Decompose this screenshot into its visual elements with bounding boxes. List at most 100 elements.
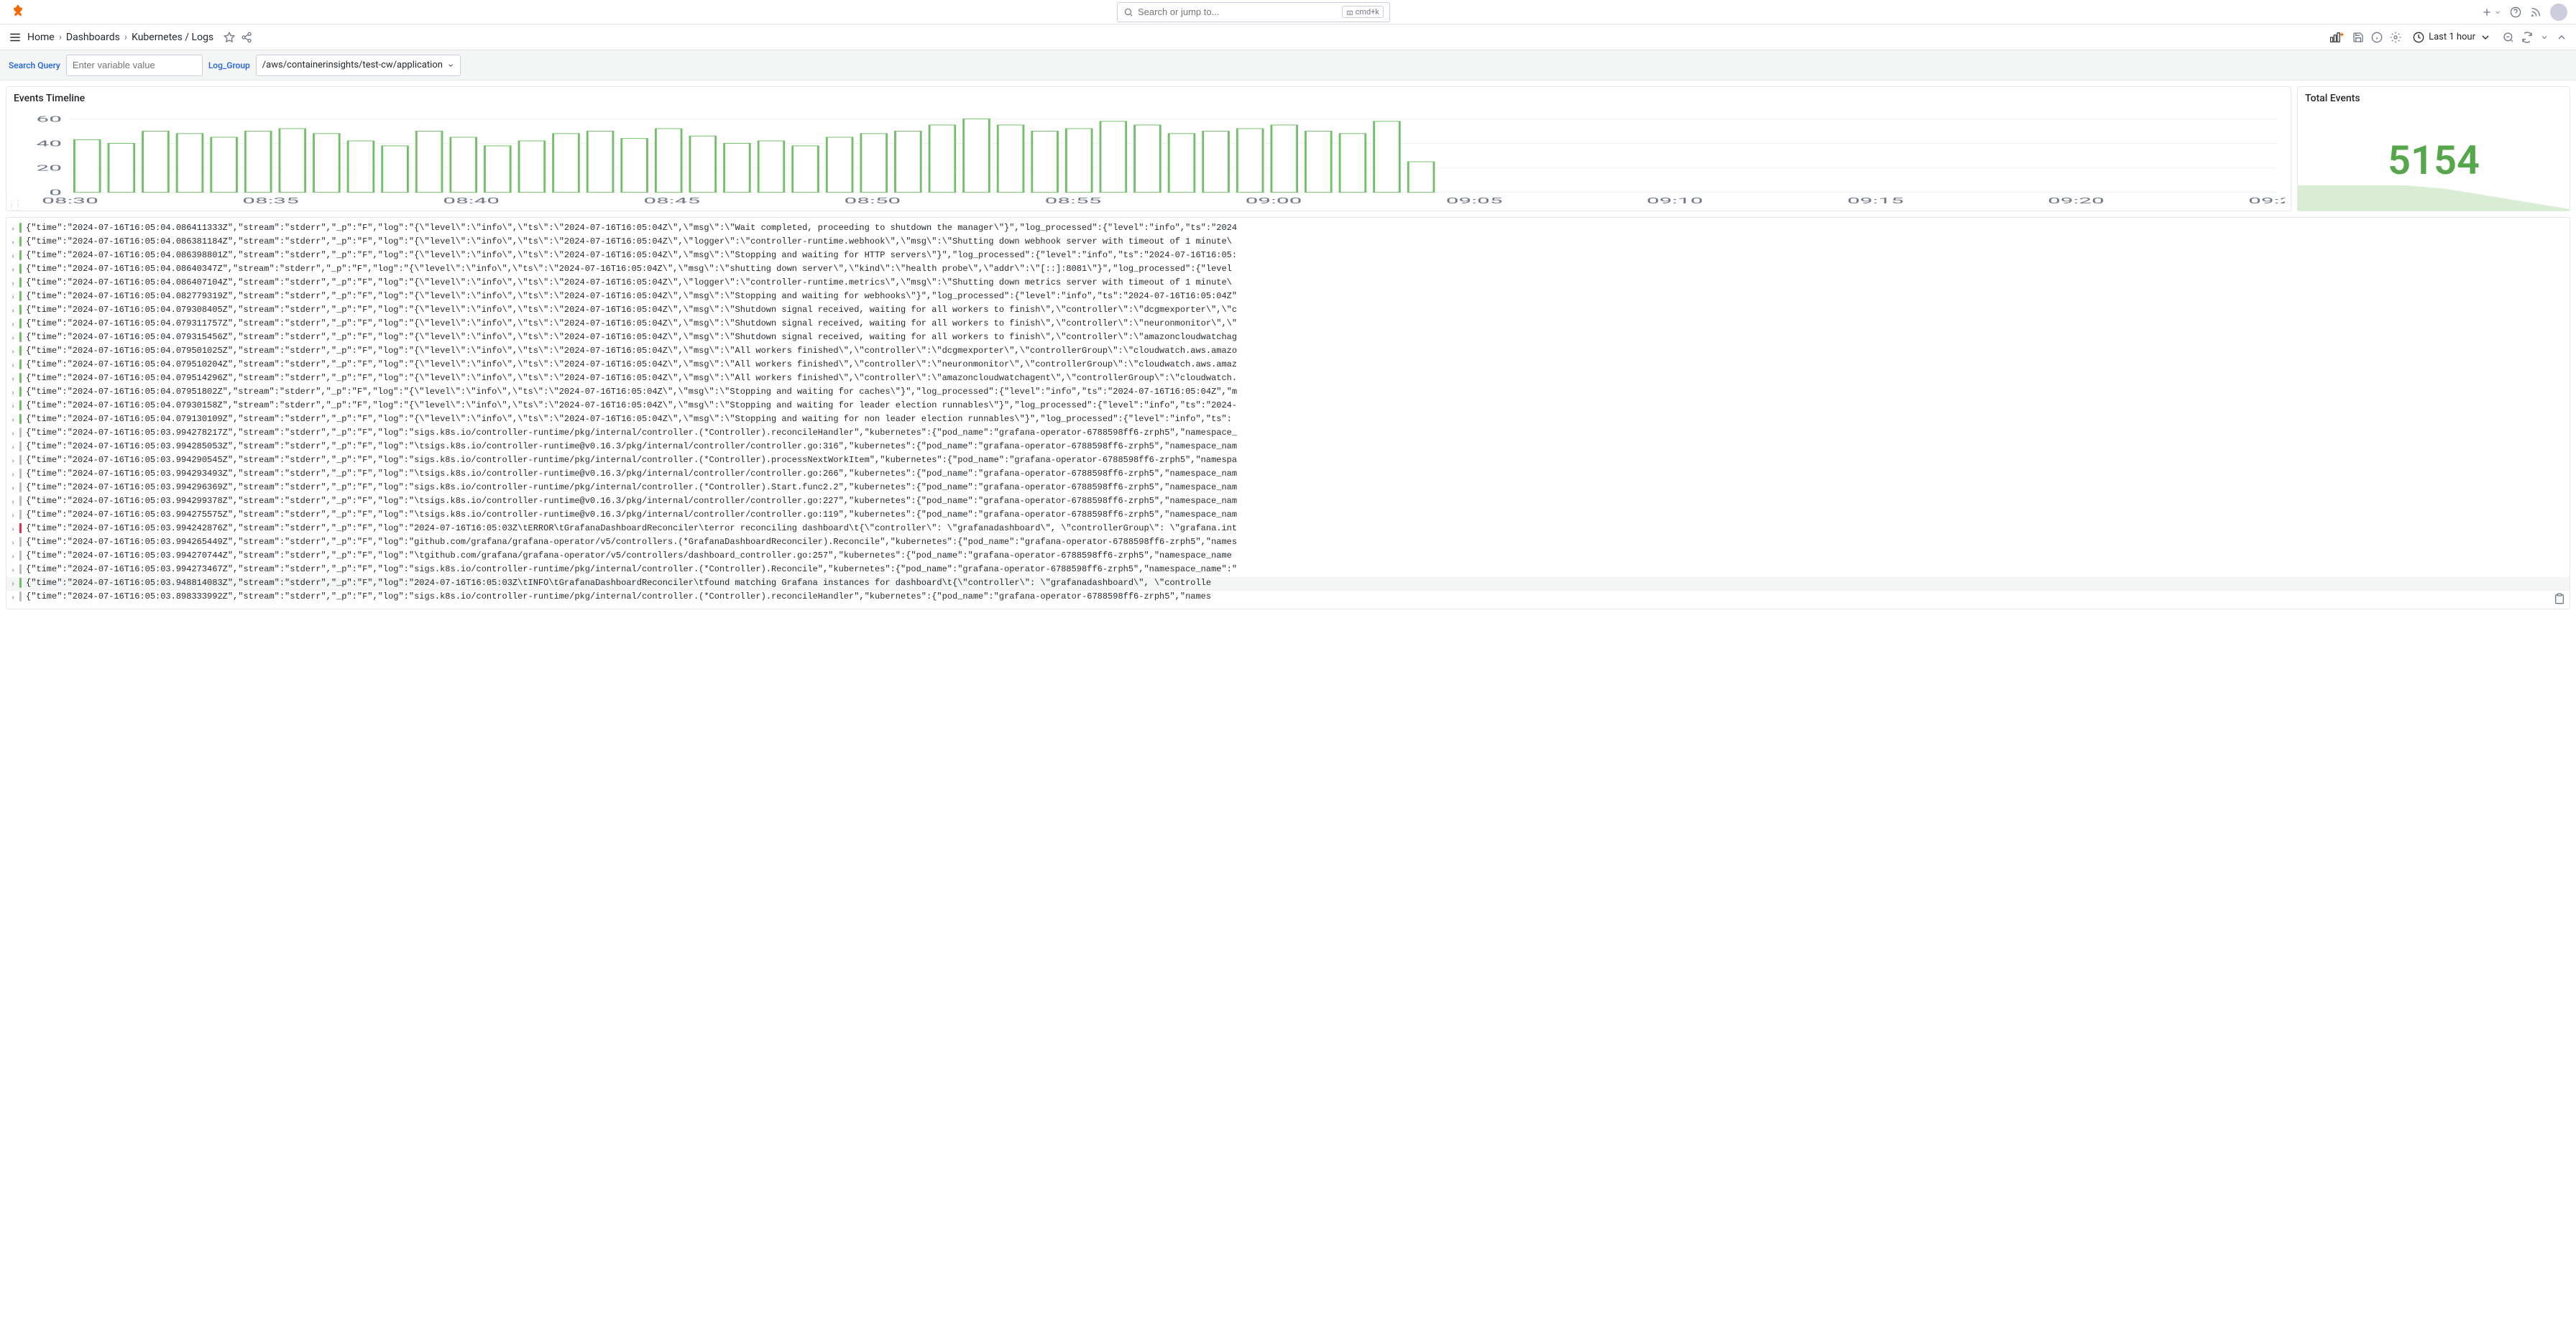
log-line[interactable]: ›{"time":"2024-07-16T16:05:04.079514296Z… xyxy=(6,372,2570,386)
log-line[interactable]: ›{"time":"2024-07-16T16:05:03.994285053Z… xyxy=(6,441,2570,454)
log-line[interactable]: ›{"time":"2024-07-16T16:05:03.994242876Z… xyxy=(6,522,2570,536)
expand-chevron-icon[interactable]: › xyxy=(11,565,18,577)
log-line[interactable]: ›{"time":"2024-07-16T16:05:04.079315456Z… xyxy=(6,331,2570,345)
search-input[interactable] xyxy=(1138,6,1342,17)
expand-chevron-icon[interactable]: › xyxy=(11,292,18,304)
timeline-chart[interactable]: 020406008:3008:3508:4008:4508:5008:5509:… xyxy=(12,110,2285,208)
log-level-bar xyxy=(19,578,22,588)
log-text: {"time":"2024-07-16T16:05:03.994275575Z"… xyxy=(26,509,1237,521)
log-line[interactable]: ›{"time":"2024-07-16T16:05:04.08640347Z"… xyxy=(6,263,2570,277)
log-level-bar xyxy=(19,236,22,246)
expand-chevron-icon[interactable]: › xyxy=(11,346,18,359)
log-line[interactable]: ›{"time":"2024-07-16T16:05:03.994278217Z… xyxy=(6,427,2570,441)
log-line[interactable]: ›{"time":"2024-07-16T16:05:04.079510204Z… xyxy=(6,359,2570,372)
breadcrumb-dashboards[interactable]: Dashboards xyxy=(66,32,120,43)
log-line[interactable]: ›{"time":"2024-07-16T16:05:04.082779319Z… xyxy=(6,290,2570,304)
expand-chevron-icon[interactable]: › xyxy=(11,374,18,386)
log-line[interactable]: ›{"time":"2024-07-16T16:05:04.079311757Z… xyxy=(6,318,2570,331)
share-icon[interactable] xyxy=(241,32,252,43)
log-level-bar xyxy=(19,305,22,315)
clipboard-icon[interactable] xyxy=(2554,593,2565,604)
log-line[interactable]: ›{"time":"2024-07-16T16:05:03.994299378Z… xyxy=(6,495,2570,509)
info-icon[interactable] xyxy=(2371,32,2383,43)
log-line[interactable]: ›{"time":"2024-07-16T16:05:03.898333992Z… xyxy=(6,591,2570,604)
refresh-icon[interactable] xyxy=(2521,32,2533,43)
log-line[interactable]: ›{"time":"2024-07-16T16:05:03.994290545Z… xyxy=(6,454,2570,468)
log-line[interactable]: ›{"time":"2024-07-16T16:05:03.948814083Z… xyxy=(6,577,2570,591)
log-line[interactable]: ›{"time":"2024-07-16T16:05:03.994265449Z… xyxy=(6,536,2570,550)
expand-chevron-icon[interactable]: › xyxy=(11,333,18,345)
expand-chevron-icon[interactable]: › xyxy=(11,456,18,468)
navbar: Home › Dashboards › Kubernetes / Logs La… xyxy=(0,24,2576,50)
expand-chevron-icon[interactable]: › xyxy=(11,415,18,427)
var-label-loggroup: Log_Group xyxy=(208,60,250,70)
time-picker[interactable]: Last 1 hour xyxy=(2409,29,2496,46)
chevron-down-icon xyxy=(2494,9,2501,16)
expand-chevron-icon[interactable]: › xyxy=(11,387,18,400)
expand-chevron-icon[interactable]: › xyxy=(11,579,18,591)
log-line[interactable]: › {"time":"2024-07-16T16:05:03.994270744Z… xyxy=(6,550,2570,563)
log-level-bar xyxy=(19,223,22,233)
expand-chevron-icon[interactable]: › xyxy=(11,319,18,331)
expand-chevron-icon[interactable]: › xyxy=(11,538,18,550)
expand-chevron-icon[interactable]: › xyxy=(11,237,18,249)
log-line[interactable]: ›{"time":"2024-07-16T16:05:04.07951802Z"… xyxy=(6,386,2570,400)
expand-chevron-icon[interactable]: › xyxy=(11,497,18,509)
var-select-value: /aws/containerinsights/test-cw/applicati… xyxy=(262,60,443,70)
var-input-search[interactable] xyxy=(66,55,203,76)
log-text: {"time":"2024-07-16T16:05:03.994270744Z"… xyxy=(26,550,1232,562)
expand-chevron-icon[interactable]: › xyxy=(11,305,18,318)
expand-chevron-icon[interactable]: › xyxy=(11,592,18,604)
log-line[interactable]: ›{"time":"2024-07-16T16:05:04.079130109Z… xyxy=(6,413,2570,427)
expand-chevron-icon[interactable]: › xyxy=(11,524,18,536)
avatar[interactable] xyxy=(2550,4,2567,21)
gear-icon[interactable] xyxy=(2390,32,2401,43)
add-panel-icon[interactable] xyxy=(2329,32,2345,43)
menu-icon[interactable] xyxy=(9,31,22,44)
log-text: {"time":"2024-07-16T16:05:04.086381184Z"… xyxy=(26,236,1232,248)
panel-logs: ›{"time":"2024-07-16T16:05:04.086411333Z… xyxy=(6,217,2570,609)
star-icon[interactable] xyxy=(224,32,235,43)
grafana-logo[interactable] xyxy=(9,4,26,21)
var-select-loggroup[interactable]: /aws/containerinsights/test-cw/applicati… xyxy=(256,55,461,76)
save-icon[interactable] xyxy=(2352,32,2364,43)
expand-chevron-icon[interactable]: › xyxy=(11,251,18,263)
help-icon[interactable] xyxy=(2510,6,2521,18)
log-line[interactable]: ›{"time":"2024-07-16T16:05:03.994293493Z… xyxy=(6,468,2570,481)
log-line[interactable]: ›{"time":"2024-07-16T16:05:04.086407104Z… xyxy=(6,277,2570,290)
expand-chevron-icon[interactable]: › xyxy=(11,469,18,481)
expand-chevron-icon[interactable]: › xyxy=(11,510,18,522)
log-line[interactable]: ›{"time":"2024-07-16T16:05:04.07930158Z"… xyxy=(6,400,2570,413)
expand-chevron-icon[interactable]: › xyxy=(11,401,18,413)
chevron-up-icon[interactable] xyxy=(2556,32,2567,43)
log-line[interactable]: › {"time":"2024-07-16T16:05:04.086381184Z… xyxy=(6,236,2570,249)
log-level-bar xyxy=(19,523,22,533)
log-line[interactable]: ›{"time":"2024-07-16T16:05:03.994296369Z… xyxy=(6,481,2570,495)
svg-text:09:05: 09:05 xyxy=(1446,196,1503,206)
log-line[interactable]: ›{"time":"2024-07-16T16:05:04.086411333Z… xyxy=(6,222,2570,236)
search-icon xyxy=(1123,7,1133,17)
log-line[interactable]: › {"time":"2024-07-16T16:05:03.994275575Z… xyxy=(6,509,2570,522)
breadcrumb-home[interactable]: Home xyxy=(27,32,55,43)
expand-chevron-icon[interactable]: › xyxy=(11,278,18,290)
expand-chevron-icon[interactable]: › xyxy=(11,483,18,495)
expand-chevron-icon[interactable]: › xyxy=(11,264,18,277)
expand-chevron-icon[interactable]: › xyxy=(11,428,18,441)
expand-chevron-icon[interactable]: › xyxy=(11,551,18,563)
log-level-bar xyxy=(19,496,22,506)
log-level-bar xyxy=(19,264,22,274)
drag-handle-icon[interactable]: ⋮⋮⋮⋮ xyxy=(8,202,21,209)
svg-text:09:10: 09:10 xyxy=(1647,196,1703,206)
log-line[interactable]: ›{"time":"2024-07-16T16:05:04.079308405Z… xyxy=(6,304,2570,318)
log-line[interactable]: ›{"time":"2024-07-16T16:05:04.086398801Z… xyxy=(6,249,2570,263)
add-menu[interactable] xyxy=(2481,6,2501,18)
log-line[interactable]: ›{"time":"2024-07-16T16:05:03.994273467Z… xyxy=(6,563,2570,577)
rss-icon[interactable] xyxy=(2530,6,2542,18)
global-search[interactable]: cmd+k xyxy=(1117,2,1390,22)
zoom-out-icon[interactable] xyxy=(2503,32,2514,43)
expand-chevron-icon[interactable]: › xyxy=(11,223,18,236)
expand-chevron-icon[interactable]: › xyxy=(11,442,18,454)
log-line[interactable]: ›{"time":"2024-07-16T16:05:04.079501025Z… xyxy=(6,345,2570,359)
expand-chevron-icon[interactable]: › xyxy=(11,360,18,372)
chevron-down-icon[interactable] xyxy=(2540,33,2549,42)
